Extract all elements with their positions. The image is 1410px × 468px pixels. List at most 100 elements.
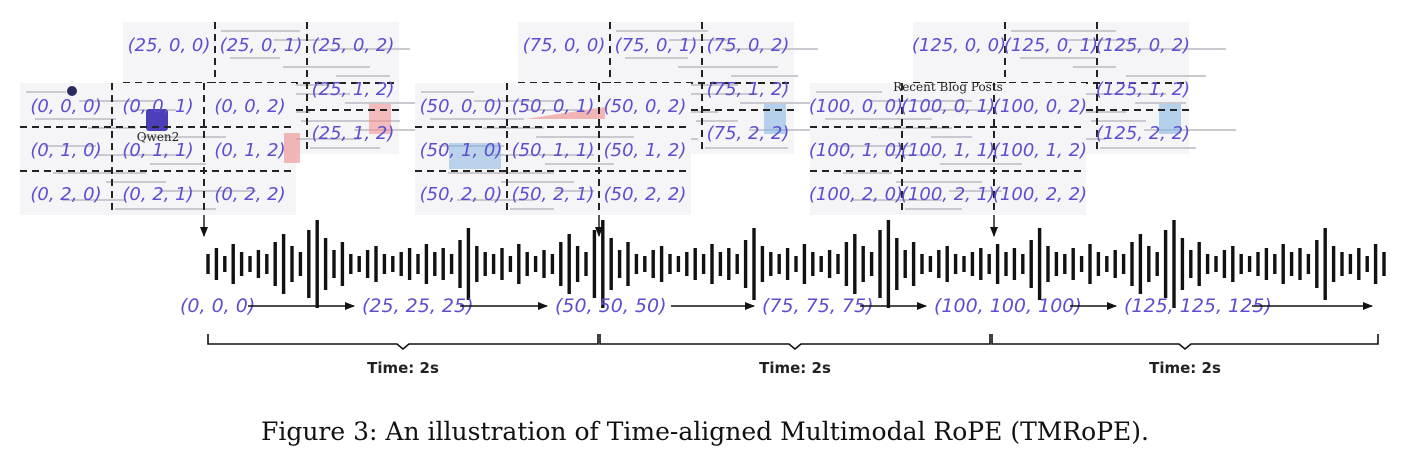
- front-frame: (50, 0, 0) (50, 0, 1) (50, 0, 2) (50, 1, 0)…: [415, 83, 691, 215]
- timeline-position-label: (25, 25, 25): [362, 295, 474, 317]
- time-segment-label: Time: 2s: [367, 359, 439, 377]
- thumbnail-text-line: [62, 199, 126, 201]
- thumbnail-text-line: [1135, 102, 1186, 104]
- patch-position-label: (100, 2, 1): [901, 184, 995, 205]
- thumbnail-text-line: [221, 30, 300, 32]
- patch-position-label: (125, 0, 2): [1096, 35, 1190, 56]
- thumbnail-text-line: [536, 136, 634, 138]
- thumbnail-figure: [764, 104, 786, 134]
- time-segments: Time: 2s Time: 2s Time: 2s: [207, 334, 1379, 377]
- patch-position-label: (0, 2, 0): [30, 184, 101, 205]
- thumbnail-text-line: [53, 172, 146, 174]
- patch-position-label: (25, 1, 2): [312, 79, 395, 100]
- thumbnail-text-line: [696, 120, 738, 122]
- patch-position-label: (75, 0, 1): [615, 35, 698, 56]
- video-frame-1: (75, 0, 0) (75, 0, 1) (75, 0, 2) (75, 1, 2)…: [415, 22, 848, 215]
- timeline-position-label: (125, 125, 125): [1124, 295, 1272, 317]
- thumbnail-text-line: [905, 208, 962, 210]
- thumbnail-text-line: [616, 30, 708, 32]
- patch-position-label: (0, 0, 2): [214, 96, 285, 117]
- patch-position-label: (75, 2, 2): [707, 123, 790, 144]
- thumbnail-text-line: [141, 136, 226, 138]
- thumbnail-text-line: [448, 172, 554, 174]
- patch-position-label: (100, 1, 0): [809, 140, 903, 161]
- qwen-logo-icon: [146, 109, 168, 131]
- thumbnail-text-line: [1144, 129, 1236, 131]
- thumbnail-text-line: [852, 199, 942, 201]
- thumbnail-text-line: [106, 181, 166, 183]
- thumbnail-text-line: [843, 172, 892, 174]
- thumbnail-text-line: [492, 154, 594, 156]
- audio-waveform: [206, 220, 1386, 308]
- thumbnail-text-line: [97, 154, 186, 156]
- thumbnail-title: Recent Blog Posts: [893, 80, 1003, 94]
- patch-position-label: (75, 0, 0): [523, 35, 606, 56]
- patch-position-label: (75, 0, 2): [707, 35, 790, 56]
- thumbnail-figure: [449, 143, 501, 169]
- thumbnail-text-line: [257, 138, 360, 140]
- patch-position-label: (0, 0, 0): [30, 96, 101, 117]
- patch-position-label: (50, 1, 1): [512, 140, 595, 161]
- patch-position-label: (25, 1, 2): [312, 123, 395, 144]
- thumbnail-figure: [1159, 104, 1181, 134]
- patch-position-label: (75, 1, 2): [707, 79, 790, 100]
- thumbnail-text-line: [678, 66, 778, 68]
- thumbnail-text-line: [35, 118, 116, 120]
- patch-position-label: (50, 2, 0): [420, 184, 503, 205]
- figure-caption: Figure 3: An illustration of Time-aligne…: [261, 417, 1149, 446]
- thumbnail-text-line: [940, 163, 1022, 165]
- thumbnail-text-line: [292, 93, 350, 95]
- thumbnail-text-line: [896, 181, 982, 183]
- thumbnail-text-line: [1100, 147, 1196, 149]
- thumbnail-text-line: [1011, 30, 1116, 32]
- thumbnail-text-line: [501, 181, 574, 183]
- thumbnail-text-line: [1117, 48, 1226, 50]
- frame-to-audio-arrows: [200, 215, 998, 237]
- thumbnail-text-line: [722, 48, 818, 50]
- thumbnail-text-line: [669, 39, 728, 41]
- thumbnail-text-line: [336, 75, 390, 77]
- patch-position-label: (50, 0, 0): [420, 96, 503, 117]
- patch-position-label: (50, 2, 1): [512, 184, 595, 205]
- site-logo-icon: [67, 86, 77, 96]
- position-id-timeline: (0, 0, 0) (25, 25, 25) (50, 50, 50) (75, 75…: [180, 295, 1373, 317]
- video-frame-2: (125, 0, 0)(125, 0, 1)(125, 0, 2) (125, 1…: [809, 22, 1236, 215]
- thumbnail-text-line: [301, 120, 400, 122]
- thumbnail-figure: [284, 133, 300, 163]
- thumbnail-text-line: [1126, 75, 1206, 77]
- time-segment-label: Time: 2s: [759, 359, 831, 377]
- patch-position-label: (100, 0, 2): [993, 96, 1087, 117]
- patch-position-label: (100, 0, 1): [901, 96, 995, 117]
- thumbnail-text-line: [949, 190, 1002, 192]
- thumbnail-text-line: [430, 118, 524, 120]
- thumbnail-text-line: [869, 100, 972, 102]
- thumbnail-figure: [369, 104, 391, 134]
- thumbnail-text-line: [230, 57, 280, 59]
- thumbnail-text-line: [749, 129, 828, 131]
- patch-position-label: (25, 0, 2): [312, 35, 395, 56]
- thumbnail-text-line: [878, 127, 952, 129]
- patch-position-label: (100, 2, 0): [809, 184, 903, 205]
- patch-position-label: (0, 0, 1): [122, 96, 193, 117]
- thumbnail-text-line: [510, 208, 554, 210]
- thumbnail-text-line: [740, 102, 848, 104]
- thumbnail-text-line: [731, 75, 798, 77]
- patch-position-label: (125, 2, 2): [1096, 123, 1190, 144]
- thumbnail-text-line: [527, 109, 584, 111]
- thumbnail-text-line: [545, 163, 614, 165]
- video-frame-0: (25, 0, 0) (25, 0, 1) (25, 0, 2) (25, 1, 2)…: [20, 22, 440, 215]
- thumbnail-text-line: [554, 190, 594, 192]
- patch-position-label: (50, 2, 2): [604, 184, 687, 205]
- patch-position-label: (50, 0, 2): [604, 96, 687, 117]
- thumbnail-text-line: [457, 199, 534, 201]
- patch-position-label: (25, 0, 1): [220, 35, 303, 56]
- timeline-position-label: (75, 75, 75): [762, 295, 874, 317]
- patch-position-label: (0, 1, 0): [30, 140, 101, 161]
- thumbnail-text-line: [1073, 66, 1116, 68]
- thumbnail-text-line: [283, 66, 370, 68]
- video-frames: (25, 0, 0) (25, 0, 1) (25, 0, 2) (25, 1, 2)…: [20, 22, 1236, 215]
- thumbnail-text-line: [705, 147, 788, 149]
- front-frame-background: [20, 83, 296, 215]
- patch-position-label: (25, 0, 0): [128, 35, 211, 56]
- thumbnail-text-line: [834, 145, 912, 147]
